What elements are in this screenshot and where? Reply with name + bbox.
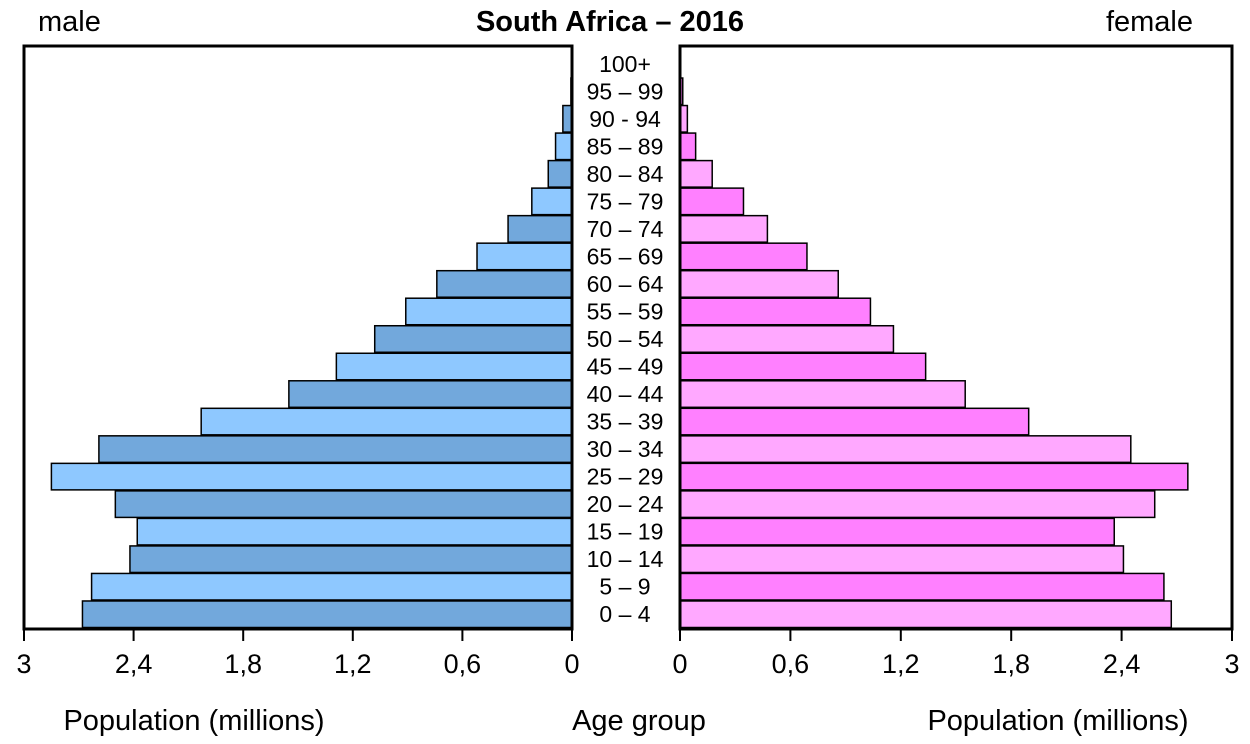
male-bar [201,408,572,435]
female-bar [680,216,767,243]
male-tick-label: 1,8 [224,649,262,679]
male-x-axis: 0 0,6 1,2 1,8 2,4 3 [16,629,579,679]
age-group-label: 10 – 14 [587,546,664,572]
age-group-label: 35 – 39 [587,409,664,435]
male-bar [115,491,572,518]
female-bar [680,188,743,215]
age-group-axis-label: Age group [572,705,706,737]
female-bar [680,381,965,408]
male-tick-label: 0,6 [444,649,482,679]
age-group-label: 65 – 69 [587,243,664,269]
female-bar [680,463,1188,490]
age-group-label: 50 – 54 [587,326,664,352]
female-bar [680,326,893,353]
male-bar [92,573,572,600]
age-group-label: 95 – 99 [587,78,664,104]
age-group-label: 75 – 79 [587,188,664,214]
male-bar [532,188,572,215]
male-tick-label: 3 [16,649,31,679]
male-bars [51,51,572,628]
age-group-label: 55 – 59 [587,298,664,324]
male-bar [137,518,572,545]
male-bar [508,216,572,243]
male-bar [477,243,572,270]
age-group-label: 70 – 74 [587,216,664,242]
female-bar [680,298,870,325]
age-group-label: 0 – 4 [599,601,650,627]
chart-title: South Africa – 2016 [476,6,744,38]
female-bar [680,436,1131,463]
male-x-axis-label: Population (millions) [63,705,324,737]
female-label: female [1106,6,1193,38]
male-bar [51,463,572,490]
male-bar [289,381,572,408]
female-bar [680,271,838,298]
age-group-label: 85 – 89 [587,133,664,159]
age-group-label: 25 – 29 [587,464,664,490]
age-group-label: 60 – 64 [587,271,664,297]
age-group-label: 80 – 84 [587,161,664,187]
male-tick-label: 2,4 [115,649,153,679]
age-group-label: 30 – 34 [587,436,664,462]
age-group-label: 40 – 44 [587,381,664,407]
male-label: male [38,6,101,38]
female-bar [680,491,1155,518]
male-bar [336,353,572,380]
female-bar [680,161,712,188]
male-tick-label: 1,2 [334,649,372,679]
age-group-label: 15 – 19 [587,519,664,545]
male-bar [437,271,572,298]
female-bar [680,243,807,270]
age-group-label: 90 - 94 [589,106,661,132]
female-x-axis-label: Population (millions) [927,705,1188,737]
age-group-label: 45 – 49 [587,354,664,380]
female-tick-label: 0 [672,649,687,679]
female-bar [680,546,1123,573]
female-bars [680,51,1188,628]
male-bar [82,601,572,628]
age-group-label: 20 – 24 [587,491,664,517]
female-tick-label: 1,8 [992,649,1030,679]
female-tick-label: 1,2 [882,649,920,679]
male-bar [556,133,572,160]
female-x-axis: 0 0,6 1,2 1,8 2,4 3 [672,629,1239,679]
male-bar [99,436,572,463]
age-group-label: 100+ [599,51,651,77]
female-tick-label: 0,6 [772,649,810,679]
male-tick-label: 0 [564,649,579,679]
female-tick-label: 2,4 [1103,649,1141,679]
male-bar [375,326,572,353]
age-group-label: 5 – 9 [599,574,650,600]
male-bar [130,546,572,573]
male-bar [548,161,572,188]
female-bar [680,133,696,160]
female-bar [680,353,926,380]
female-bar [680,573,1164,600]
male-bar [406,298,572,325]
female-tick-label: 3 [1224,649,1239,679]
female-bar [680,601,1171,628]
female-bar [680,518,1114,545]
female-bar [680,408,1029,435]
